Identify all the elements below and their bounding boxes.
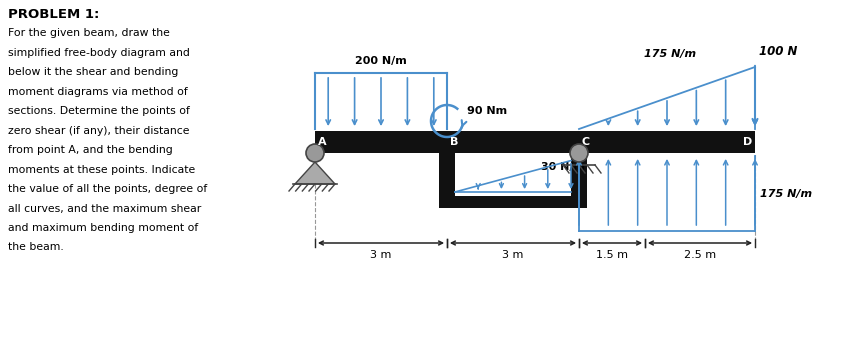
Text: the beam.: the beam.: [8, 243, 63, 252]
Text: below it the shear and bending: below it the shear and bending: [8, 67, 178, 77]
Circle shape: [570, 144, 588, 162]
Polygon shape: [571, 153, 587, 196]
Text: 3 m: 3 m: [370, 250, 392, 260]
Text: and maximum bending moment of: and maximum bending moment of: [8, 223, 198, 233]
Text: all curves, and the maximum shear: all curves, and the maximum shear: [8, 203, 201, 213]
Text: 100 N: 100 N: [759, 45, 797, 58]
Text: moments at these points. Indicate: moments at these points. Indicate: [8, 165, 195, 175]
Text: 90 Nm: 90 Nm: [467, 106, 507, 116]
Text: 1.5 m: 1.5 m: [596, 250, 628, 260]
Text: zero shear (if any), their distance: zero shear (if any), their distance: [8, 126, 189, 135]
Text: B: B: [450, 137, 458, 147]
Text: the value of all the points, degree of: the value of all the points, degree of: [8, 184, 207, 194]
Circle shape: [306, 144, 324, 162]
Text: 200 N/m: 200 N/m: [355, 56, 407, 66]
Text: 2.5 m: 2.5 m: [684, 250, 716, 260]
Text: 175 N/m: 175 N/m: [644, 49, 697, 59]
Text: 175 N/m: 175 N/m: [760, 189, 812, 198]
Text: A: A: [318, 137, 327, 147]
Polygon shape: [315, 131, 755, 153]
Text: For the given beam, draw the: For the given beam, draw the: [8, 28, 170, 38]
Text: sections. Determine the points of: sections. Determine the points of: [8, 106, 190, 116]
Text: 3 m: 3 m: [502, 250, 524, 260]
Text: D: D: [743, 137, 752, 147]
Text: 30 N/m: 30 N/m: [541, 162, 585, 171]
Polygon shape: [439, 153, 455, 196]
Polygon shape: [295, 162, 335, 184]
Text: C: C: [582, 137, 590, 147]
Polygon shape: [439, 196, 587, 208]
Text: PROBLEM 1:: PROBLEM 1:: [8, 8, 99, 21]
Text: simplified free-body diagram and: simplified free-body diagram and: [8, 48, 190, 58]
Text: moment diagrams via method of: moment diagrams via method of: [8, 86, 188, 96]
Text: from point A, and the bending: from point A, and the bending: [8, 145, 173, 155]
